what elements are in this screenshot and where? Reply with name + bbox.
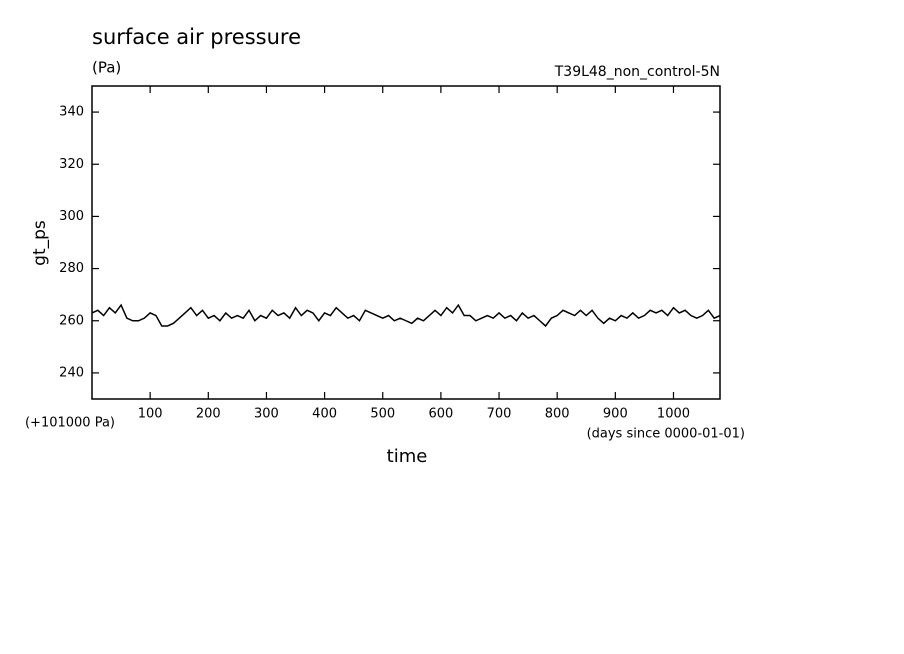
x-tick-label: 1000	[657, 407, 690, 422]
x-tick-label: 500	[370, 407, 395, 422]
x-axis-label: time	[387, 446, 428, 467]
chart-title: surface air pressure	[92, 25, 301, 49]
y-tick-label: 280	[59, 261, 84, 276]
plot-frame	[91, 85, 721, 400]
y-offset-label: (+101000 Pa)	[25, 416, 115, 431]
x-tick-label: 700	[487, 407, 512, 422]
x-tick-label: 300	[254, 407, 279, 422]
x-tick-label: 800	[545, 407, 570, 422]
x-units-label: (days since 0000-01-01)	[587, 427, 745, 442]
x-tick-label: 100	[138, 407, 163, 422]
y-tick-label: 260	[59, 313, 84, 328]
y-tick-label: 240	[59, 365, 84, 380]
data-line	[91, 303, 721, 328]
y-axis-label: gt_ps	[30, 220, 50, 266]
y-tick-label: 340	[59, 105, 84, 120]
x-tick-label: 900	[603, 407, 628, 422]
x-tick-label: 600	[428, 407, 453, 422]
chart-subtitle: (Pa)	[92, 59, 121, 77]
x-tick-label: 200	[196, 407, 221, 422]
y-tick-label: 300	[59, 209, 84, 224]
y-tick-label: 320	[59, 157, 84, 172]
annotation: T39L48_non_control-5N	[554, 64, 720, 80]
x-tick-label: 400	[312, 407, 337, 422]
